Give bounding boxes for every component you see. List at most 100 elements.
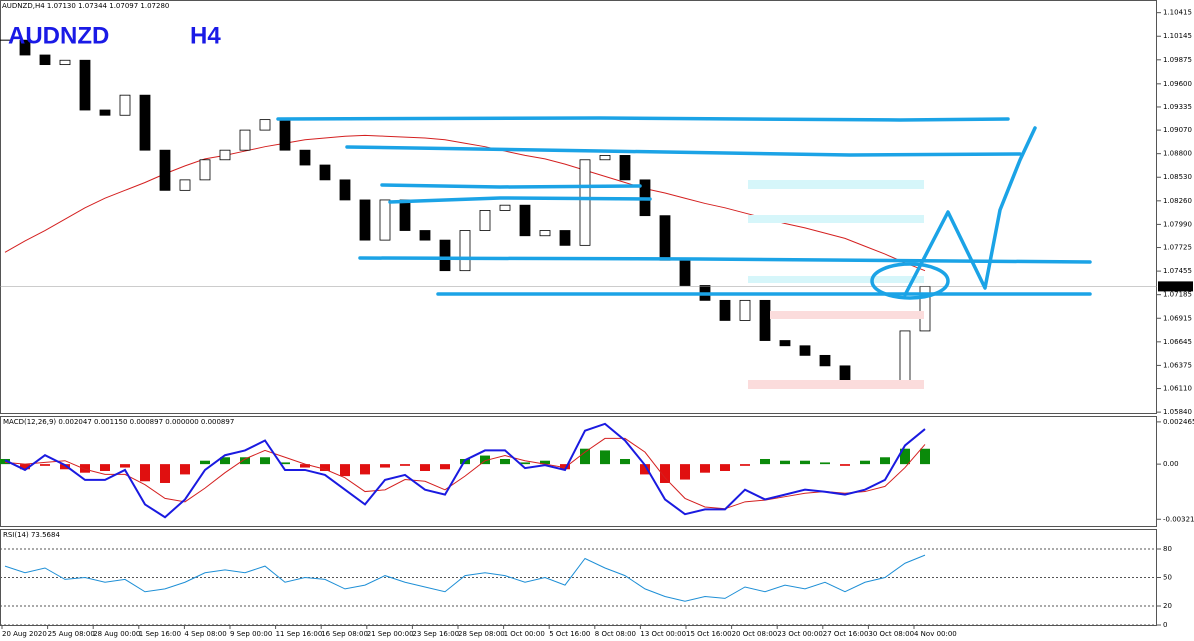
y-tick-label: 1.09875 (1163, 56, 1192, 64)
candle (619, 155, 631, 181)
candle (799, 345, 811, 356)
histogram-bar (40, 464, 50, 466)
y-tick-label: 1.08530 (1163, 173, 1192, 181)
rsi-title: RSI(14) 73.5684 (3, 531, 60, 539)
histogram-bar (120, 464, 130, 468)
histogram-bar (0, 458, 10, 465)
histogram-bar (760, 458, 770, 465)
histogram-bar (800, 460, 810, 465)
y-tick-label: 1.09600 (1163, 80, 1192, 88)
histogram-bar (600, 450, 610, 465)
histogram-bar (280, 462, 290, 465)
histogram-bar (740, 464, 750, 466)
candle (739, 299, 751, 321)
histogram-bar (480, 455, 490, 465)
x-tick-label: 23 Oct 00:00 (777, 630, 823, 638)
candle (59, 59, 71, 66)
candle (779, 340, 791, 347)
x-tick-label: 8 Oct 08:00 (595, 630, 636, 638)
x-tick-label: 15 Oct 16:00 (686, 630, 732, 638)
y-tick-label: 50 (1163, 574, 1172, 582)
candle (439, 239, 451, 272)
histogram-bar (900, 448, 910, 465)
histogram-bar (520, 462, 530, 465)
candle (279, 119, 291, 151)
y-tick-label: 1.09335 (1163, 103, 1192, 111)
histogram-bar (880, 457, 890, 465)
y-tick-label: 1.06915 (1163, 314, 1192, 322)
y-tick-label: 1.07185 (1163, 291, 1192, 299)
histogram-bar (700, 464, 710, 473)
candle (399, 199, 411, 231)
histogram-bar (580, 448, 590, 465)
macd-panel (0, 416, 1157, 527)
histogram-bar (720, 464, 730, 471)
x-tick-label: 5 Oct 16:00 (549, 630, 590, 638)
x-tick-label: 30 Oct 08:00 (868, 630, 914, 638)
histogram-bar (100, 464, 110, 471)
zone-box (748, 215, 924, 223)
candle (159, 149, 171, 191)
y-tick-label: 1.05840 (1163, 408, 1192, 416)
y-tick-label: 80 (1163, 545, 1172, 553)
x-tick-label: 1 Sep 16:00 (139, 630, 181, 638)
histogram-bar (260, 457, 270, 465)
x-tick-label: 4 Nov 00:00 (914, 630, 957, 638)
histogram-bar (920, 448, 930, 465)
candle (459, 230, 471, 272)
histogram-bar (820, 462, 830, 465)
y-tick-label: 1.08800 (1163, 150, 1192, 158)
histogram-bar (640, 464, 650, 475)
candle (379, 199, 391, 241)
x-tick-label: 28 Sep 08:00 (458, 630, 505, 638)
histogram-bar (220, 457, 230, 465)
y-tick-label: 1.07990 (1163, 220, 1192, 228)
y-tick-label: 1.07455 (1163, 267, 1192, 275)
y-tick-label: 20 (1163, 602, 1172, 610)
y-tick-label: 1.09070 (1163, 126, 1192, 134)
indicator-line (4, 554, 926, 602)
histogram-bar (560, 464, 570, 470)
candle (179, 179, 191, 191)
histogram-bar (840, 464, 850, 466)
y-tick-label: 1.10145 (1163, 32, 1192, 40)
candle (0, 39, 10, 41)
candle (299, 149, 311, 166)
drawn-line (276, 116, 1010, 122)
x-tick-label: 13 Oct 00:00 (640, 630, 686, 638)
candle (119, 94, 131, 116)
x-tick-label: 1 Oct 00:00 (504, 630, 545, 638)
y-tick-label: 1.08260 (1163, 197, 1192, 205)
candle (199, 159, 211, 181)
histogram-bar (360, 464, 370, 475)
histogram-bar (380, 464, 390, 468)
histogram-bar (860, 460, 870, 465)
symbol-title: AUDNZD (8, 22, 109, 49)
histogram-bar (240, 457, 250, 465)
histogram-bar (60, 464, 70, 470)
histogram-bar (340, 464, 350, 477)
candle (899, 330, 911, 387)
candle (559, 230, 571, 246)
histogram-bar (80, 464, 90, 473)
x-tick-label: 25 Aug 08:00 (48, 630, 95, 638)
x-tick-label: 9 Sep 00:00 (230, 630, 272, 638)
candle (319, 164, 331, 181)
drawn-line (358, 256, 1092, 264)
zone-box (748, 276, 924, 283)
x-tick-label: 16 Sep 08:00 (321, 630, 368, 638)
y-tick-label: 1.07725 (1163, 244, 1192, 252)
candle (819, 354, 831, 367)
zone-box (770, 311, 924, 319)
y-tick-label: 1.06110 (1163, 385, 1192, 393)
y-tick-label: 1.06375 (1163, 361, 1192, 369)
histogram-bar (780, 460, 790, 465)
indicator-line (4, 437, 926, 510)
candle (719, 299, 731, 321)
histogram-bar (160, 464, 170, 483)
candle (499, 204, 511, 211)
x-tick-label: 21 Sep 00:00 (367, 630, 414, 638)
candle (419, 230, 431, 241)
